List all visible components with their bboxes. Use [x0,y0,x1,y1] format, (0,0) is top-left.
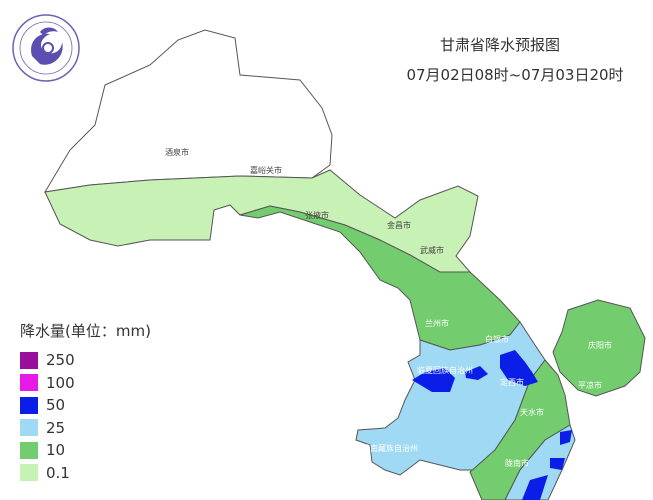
region-50mm [412,350,572,500]
legend-label: 10 [46,441,66,460]
legend-swatch [20,396,38,414]
legend-label: 100 [46,373,75,392]
city-label: 武威市 [420,245,444,255]
city-label: 庆阳市 [588,340,612,350]
region-10mm-east [552,299,646,397]
city-label: 临夏回族自治州 [417,365,473,375]
legend-swatch [20,374,38,392]
city-label: 甘南藏族自治州 [362,443,418,453]
legend-swatch [20,441,38,459]
city-label: 嘉峪关市 [250,165,282,175]
legend-item: 10 [20,439,151,462]
legend-label: 0.1 [46,463,70,482]
forecast-period: 07月02日08时~07月03日20时 [406,66,624,84]
region-10mm-southeast [469,359,571,500]
legend-item: 250 [20,349,151,372]
legend-title: 降水量(单位：mm) [20,322,151,340]
legend-item: 50 [20,394,151,417]
legend-label: 50 [46,396,66,415]
region-25mm [355,321,546,476]
legend-label: 250 [46,351,75,370]
legend-label: 25 [46,418,66,437]
legend-item: 100 [20,372,151,395]
legend: 降水量(单位：mm) 250 100 50 25 10 0.1 [20,320,151,484]
city-label: 金昌市 [387,220,411,230]
region-no-rain [44,29,333,193]
city-label: 兰州市 [425,318,449,328]
city-label: 白银市 [485,334,509,344]
city-label: 酒泉市 [165,147,189,157]
map-title: 甘肃省降水预报图 [439,36,560,54]
observatory-logo [12,14,80,82]
legend-item: 25 [20,417,151,440]
legend-swatch [20,419,38,437]
city-label: 张掖市 [305,210,329,220]
region-25mm-southeast [504,424,576,500]
city-label: 平凉市 [578,380,602,390]
city-label: 陇南市 [505,458,529,468]
legend-swatch [20,351,38,369]
city-label: 定西市 [500,377,524,387]
legend-item: 0.1 [20,462,151,485]
city-label: 天水市 [520,407,544,417]
legend-swatch [20,464,38,482]
